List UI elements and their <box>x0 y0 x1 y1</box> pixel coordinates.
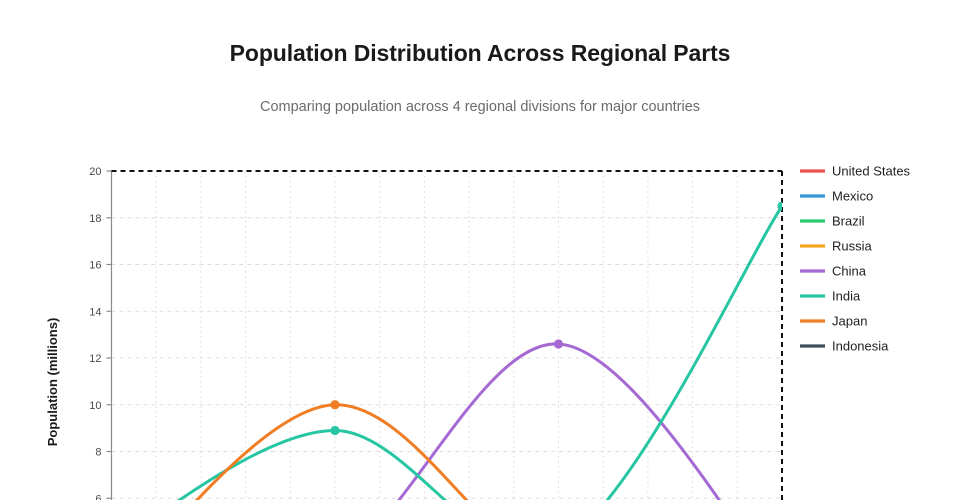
series-line <box>397 342 722 500</box>
series-line <box>176 204 782 500</box>
data-point-marker <box>777 201 782 211</box>
legend-item[interactable]: Mexico <box>800 189 873 204</box>
y-axis-tick-label: 10 <box>89 400 101 412</box>
data-point-marker <box>330 400 340 410</box>
y-axis-tick-label: 6 <box>95 493 101 500</box>
y-axis-ticks: 468101214161820 <box>89 166 113 500</box>
series-lines <box>176 204 782 500</box>
data-point-marker <box>330 425 340 436</box>
legend-item[interactable]: India <box>800 289 861 304</box>
y-axis-title: Population (millions) <box>45 318 60 447</box>
y-axis-tick-label: 20 <box>89 166 101 178</box>
legend-label: India <box>832 289 861 304</box>
y-axis-tick-label: 14 <box>89 306 101 318</box>
y-axis-tick-label: 8 <box>95 447 101 459</box>
plot-frame <box>111 170 783 500</box>
legend-label: China <box>832 264 867 279</box>
legend-item[interactable]: Brazil <box>800 214 865 229</box>
legend[interactable]: United States Mexico Brazil Russia China Indi… <box>800 164 911 354</box>
y-axis-title-group: Population (millions) <box>45 318 60 447</box>
legend-label: Brazil <box>832 214 865 229</box>
legend-label: Russia <box>832 239 873 254</box>
legend-item[interactable]: China <box>800 264 867 279</box>
series-line <box>194 403 469 500</box>
legend-label: Japan <box>832 314 867 329</box>
legend-item[interactable]: Russia <box>800 239 873 254</box>
grid-lines <box>111 171 782 500</box>
chart-subtitle: Comparing population across 4 regional d… <box>259 99 701 115</box>
legend-item[interactable]: United States <box>800 164 911 179</box>
series-markers <box>330 201 782 436</box>
legend-item[interactable]: Japan <box>800 314 867 329</box>
legend-label: United States <box>832 164 911 179</box>
legend-label: Indonesia <box>832 339 889 354</box>
y-axis-tick-label: 12 <box>89 353 101 365</box>
y-axis-tick-label: 18 <box>89 213 101 225</box>
legend-item[interactable]: Indonesia <box>800 339 889 354</box>
page-title: Population Distribution Across Regional … <box>229 40 731 66</box>
data-point-marker <box>553 339 564 349</box>
y-axis-tick-label: 16 <box>89 260 101 272</box>
legend-label: Mexico <box>832 189 873 204</box>
